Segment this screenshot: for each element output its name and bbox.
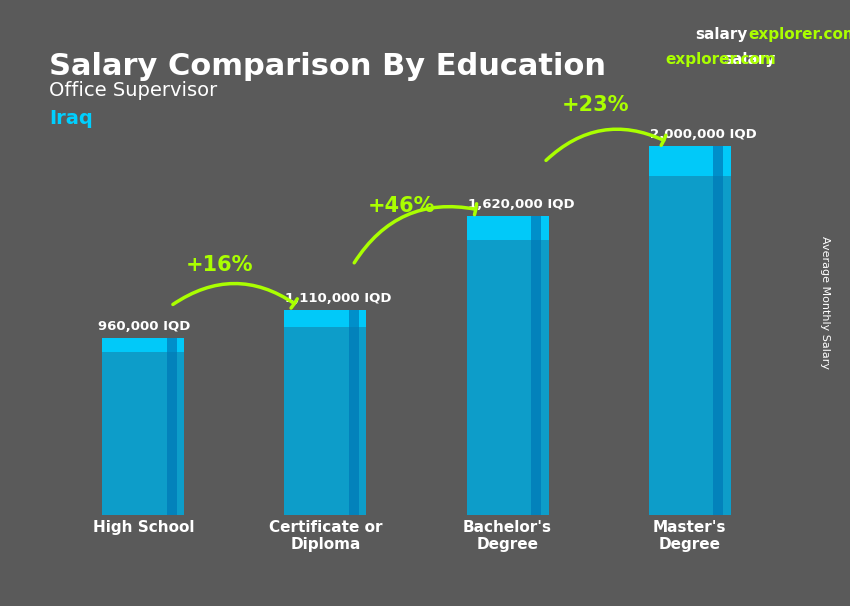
Bar [713, 146, 723, 515]
Text: 2,000,000 IQD: 2,000,000 IQD [649, 128, 756, 141]
Text: salary: salary [723, 52, 776, 67]
Bar [102, 338, 184, 515]
Text: 1,620,000 IQD: 1,620,000 IQD [468, 198, 574, 211]
Text: explorer.com: explorer.com [748, 27, 850, 42]
Bar [285, 310, 366, 515]
Text: +23%: +23% [561, 96, 629, 116]
Bar [167, 338, 177, 515]
Bar [649, 146, 731, 515]
Bar [467, 216, 548, 240]
Text: Office Supervisor: Office Supervisor [49, 81, 218, 99]
Text: salary: salary [695, 27, 748, 42]
Text: +16%: +16% [186, 255, 253, 275]
Text: explorer.com: explorer.com [666, 52, 776, 67]
Text: 960,000 IQD: 960,000 IQD [98, 320, 190, 333]
Text: Average Monthly Salary: Average Monthly Salary [819, 236, 830, 370]
Text: Salary Comparison By Education: Salary Comparison By Education [49, 52, 606, 81]
Bar [467, 216, 548, 515]
Bar [531, 216, 541, 515]
Text: 1,110,000 IQD: 1,110,000 IQD [286, 292, 392, 305]
Bar [102, 338, 184, 352]
Text: +46%: +46% [368, 196, 436, 216]
Bar [285, 310, 366, 327]
Bar [649, 146, 731, 176]
Text: Iraq: Iraq [49, 109, 93, 128]
Bar [349, 310, 359, 515]
